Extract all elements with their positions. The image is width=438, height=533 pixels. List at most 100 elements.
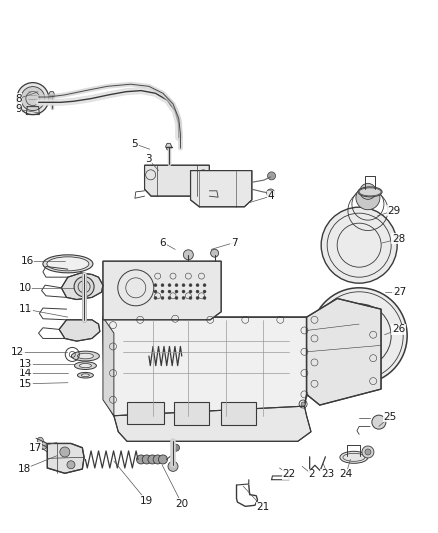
Circle shape [356, 185, 380, 210]
Circle shape [39, 441, 47, 450]
Circle shape [301, 402, 305, 406]
Ellipse shape [78, 353, 93, 359]
Circle shape [148, 455, 157, 464]
Circle shape [196, 296, 199, 300]
Bar [174, 402, 209, 425]
Circle shape [175, 296, 178, 300]
Text: 15: 15 [19, 379, 32, 389]
Circle shape [362, 446, 374, 458]
Circle shape [360, 183, 376, 199]
Circle shape [173, 444, 180, 451]
Text: 17: 17 [28, 443, 42, 453]
Circle shape [189, 284, 192, 287]
Polygon shape [166, 143, 172, 150]
Circle shape [311, 288, 407, 384]
Text: 9: 9 [15, 104, 22, 114]
Text: 3: 3 [145, 154, 152, 164]
Circle shape [196, 290, 199, 293]
Circle shape [189, 296, 192, 300]
Ellipse shape [78, 373, 93, 378]
Circle shape [189, 290, 192, 293]
Text: 22: 22 [283, 470, 296, 479]
Text: 2: 2 [308, 470, 315, 479]
Text: 25: 25 [383, 412, 396, 422]
Circle shape [37, 437, 43, 443]
Circle shape [168, 462, 178, 471]
Text: 6: 6 [159, 238, 166, 247]
Polygon shape [114, 406, 311, 441]
Polygon shape [47, 443, 84, 473]
Circle shape [168, 296, 171, 300]
Polygon shape [103, 317, 114, 416]
Polygon shape [103, 261, 221, 320]
Polygon shape [191, 171, 252, 207]
Circle shape [211, 249, 219, 257]
Text: 27: 27 [393, 287, 406, 297]
Circle shape [142, 455, 151, 464]
Polygon shape [49, 92, 55, 98]
Circle shape [372, 415, 386, 429]
Circle shape [268, 172, 276, 180]
Circle shape [182, 290, 185, 293]
Circle shape [182, 296, 185, 300]
Circle shape [267, 189, 275, 197]
Text: 24: 24 [339, 470, 353, 479]
Circle shape [321, 207, 397, 283]
Text: 7: 7 [231, 238, 238, 247]
Circle shape [161, 284, 164, 287]
Circle shape [203, 290, 206, 293]
Text: 11: 11 [19, 304, 32, 314]
Text: 26: 26 [392, 325, 405, 334]
Circle shape [159, 455, 167, 464]
Text: 16: 16 [21, 256, 34, 266]
Circle shape [154, 296, 157, 300]
Circle shape [175, 284, 178, 287]
Text: 21: 21 [256, 503, 269, 512]
Text: 5: 5 [131, 139, 138, 149]
Circle shape [203, 284, 206, 287]
Ellipse shape [74, 362, 96, 369]
Ellipse shape [43, 255, 93, 273]
Text: 13: 13 [19, 359, 32, 368]
Polygon shape [145, 165, 209, 196]
Ellipse shape [340, 451, 368, 463]
Circle shape [153, 455, 162, 464]
Circle shape [339, 316, 379, 356]
Circle shape [154, 290, 157, 293]
Text: 23: 23 [321, 470, 334, 479]
Circle shape [154, 284, 157, 287]
Text: 8: 8 [15, 94, 22, 103]
Ellipse shape [358, 187, 382, 197]
Circle shape [203, 296, 206, 300]
Circle shape [184, 250, 193, 260]
Circle shape [67, 461, 75, 469]
Circle shape [365, 449, 371, 455]
Circle shape [74, 277, 94, 297]
Circle shape [347, 324, 371, 348]
Polygon shape [61, 273, 103, 300]
Circle shape [137, 455, 145, 464]
Text: 20: 20 [175, 499, 188, 508]
Ellipse shape [79, 364, 92, 368]
Circle shape [168, 290, 171, 293]
Text: 19: 19 [140, 496, 153, 506]
Circle shape [161, 290, 164, 293]
Text: 12: 12 [11, 347, 24, 357]
Circle shape [168, 284, 171, 287]
Polygon shape [307, 298, 381, 405]
Circle shape [161, 296, 164, 300]
Circle shape [60, 447, 70, 457]
Polygon shape [59, 320, 100, 341]
Text: 10: 10 [19, 283, 32, 293]
Circle shape [182, 284, 185, 287]
Ellipse shape [81, 374, 89, 377]
Text: 28: 28 [392, 234, 405, 244]
Ellipse shape [47, 257, 89, 271]
Polygon shape [103, 317, 307, 416]
Bar [221, 402, 256, 425]
Text: 18: 18 [18, 464, 31, 474]
Circle shape [21, 86, 45, 111]
Bar [127, 402, 164, 424]
Ellipse shape [71, 351, 99, 361]
Text: 14: 14 [19, 368, 32, 378]
